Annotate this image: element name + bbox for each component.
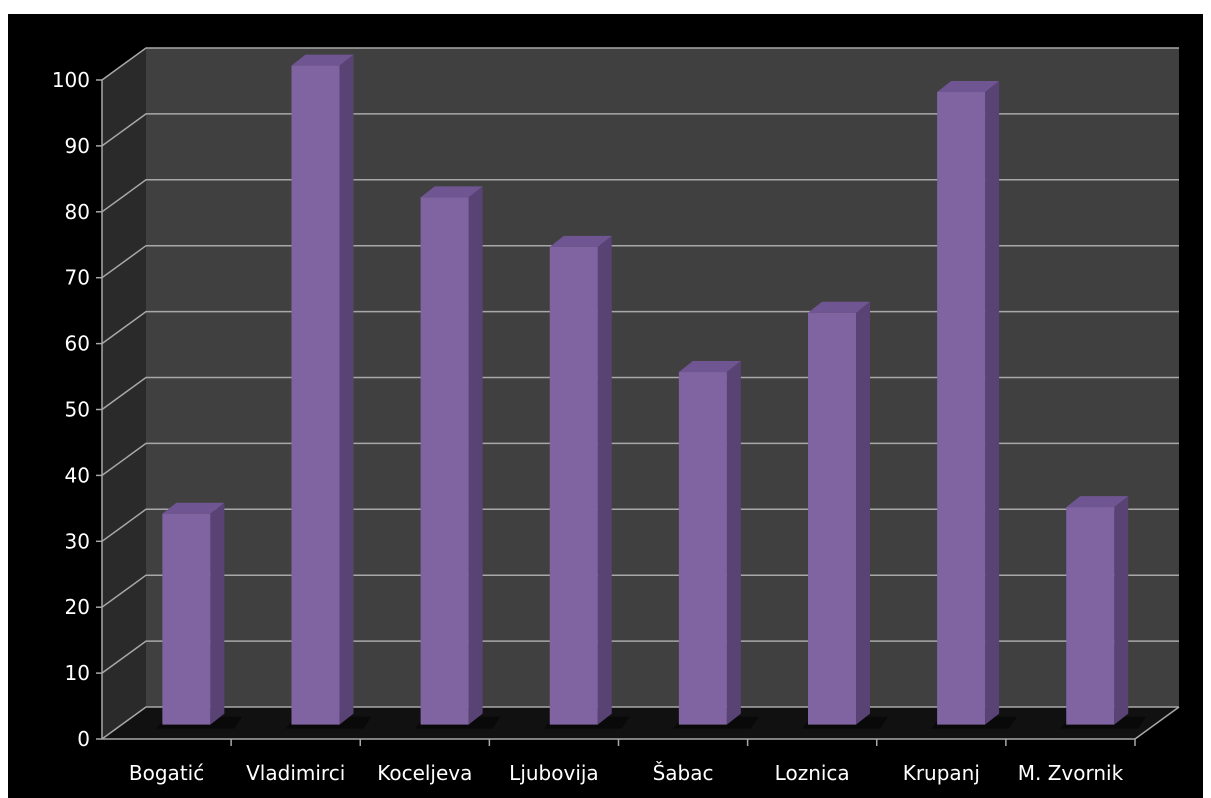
- bar-top: [807, 301, 870, 313]
- bar-side: [985, 80, 1000, 725]
- y-tick-label: 20: [65, 595, 90, 619]
- bar-side: [339, 54, 354, 725]
- gridline: [101, 47, 1179, 81]
- bar-front: [420, 197, 469, 725]
- y-tick-label: 60: [65, 332, 90, 356]
- x-axis: Bogatić Vladimirci Koceljeva Ljubovija Šabac…: [102, 706, 1180, 785]
- bar-top: [291, 54, 354, 66]
- y-tick-label: 90: [65, 134, 90, 158]
- bar-top: [937, 80, 1000, 92]
- x-tick-label: Šabac: [653, 761, 714, 785]
- bar: [1060, 496, 1147, 729]
- x-tick-label: Koceljeva: [377, 761, 472, 785]
- x-tick-label: Ljubovija: [509, 761, 599, 785]
- bar-top: [678, 361, 741, 373]
- bar-front: [678, 372, 727, 725]
- gridline: [101, 113, 1179, 147]
- bar-top: [549, 235, 612, 247]
- y-tick-label: 10: [65, 661, 90, 685]
- bar: [931, 80, 1018, 729]
- x-tick-label: Vladimirci: [246, 761, 345, 785]
- bars: [156, 54, 1147, 729]
- bar: [801, 301, 888, 729]
- bar: [156, 502, 243, 729]
- bar-side: [468, 186, 483, 725]
- bar-side: [1114, 496, 1129, 725]
- bar-front: [937, 91, 986, 725]
- bar: [543, 235, 630, 729]
- x-tick-label: Bogatić: [129, 761, 204, 785]
- floor-edge: [1134, 706, 1180, 740]
- bar-side: [597, 235, 612, 725]
- floor: [102, 707, 1179, 739]
- bar-front: [549, 246, 598, 725]
- bar-front: [291, 65, 340, 725]
- bar-front: [1066, 507, 1115, 725]
- bar: [285, 54, 372, 729]
- y-tick-label: 70: [65, 266, 90, 290]
- bar: [672, 361, 759, 729]
- bar-side: [855, 301, 870, 725]
- bar: [414, 186, 501, 729]
- y-tick-label: 40: [65, 463, 90, 487]
- bar-side: [726, 361, 741, 725]
- y-tick-label: 80: [65, 200, 90, 224]
- bar-front: [807, 312, 856, 725]
- y-tick-label: 100: [52, 68, 90, 92]
- bar-top: [162, 502, 225, 514]
- y-tick-label: 0: [77, 727, 90, 751]
- y-tick-label: 50: [65, 398, 90, 422]
- x-tick-label: Krupanj: [903, 761, 980, 785]
- gridline: [101, 244, 1179, 279]
- x-tick-label: Loznica: [775, 761, 850, 785]
- bar-top: [420, 186, 483, 198]
- bar-front: [162, 513, 211, 725]
- y-tick-label: 30: [65, 529, 90, 553]
- chart-walls: [102, 48, 1179, 739]
- gridline: [101, 179, 1179, 213]
- x-tick-label: M. Zvornik: [1018, 761, 1124, 785]
- y-axis: 0 10 20 30 40 50 60 70 80 90 100: [52, 68, 103, 751]
- bar-top: [1066, 496, 1129, 508]
- bar-side: [210, 502, 225, 725]
